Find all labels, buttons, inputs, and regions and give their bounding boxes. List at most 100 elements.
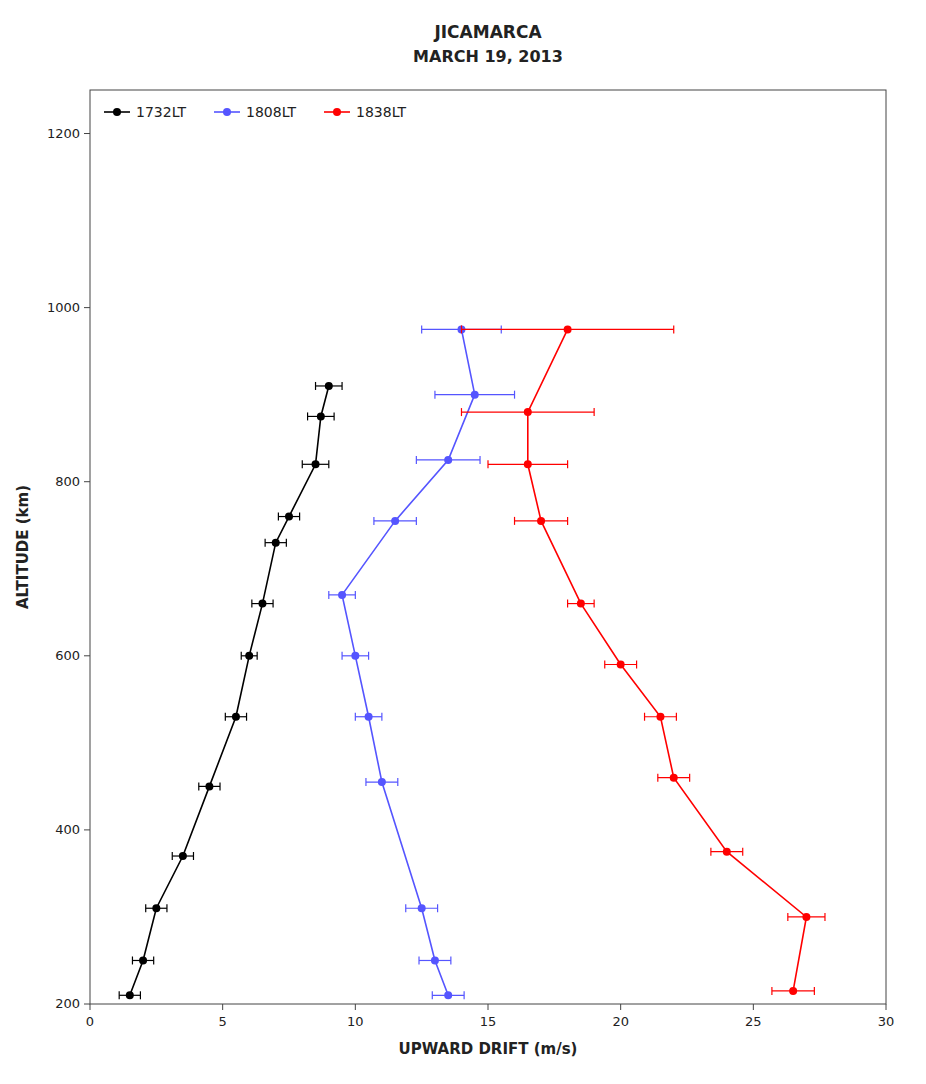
- error-bar-cap: [450, 956, 451, 964]
- y-tick: [84, 1004, 90, 1005]
- point: [391, 517, 399, 525]
- error-bar-cap: [479, 456, 480, 464]
- error-bar: [265, 539, 286, 547]
- error-bar-cap: [824, 913, 825, 921]
- x-tick: [620, 1004, 621, 1010]
- y-tick-label: 1200: [47, 126, 80, 141]
- point: [524, 460, 532, 468]
- error-bar: [146, 904, 167, 912]
- error-bar-cap: [355, 591, 356, 599]
- error-bar: [355, 713, 382, 721]
- x-tick-label: 15: [480, 1014, 497, 1029]
- error-bar-cap: [257, 652, 258, 660]
- error-bar: [225, 713, 246, 721]
- error-bar: [252, 600, 273, 608]
- error-bar: [132, 956, 153, 964]
- error-bar-cap: [405, 904, 406, 912]
- error-bar-cap: [246, 713, 247, 721]
- error-bar-cap: [153, 956, 154, 964]
- error-bar-cap: [241, 652, 242, 660]
- point: [537, 517, 545, 525]
- error-bar: [658, 774, 690, 782]
- error-bar-cap: [265, 539, 266, 547]
- x-tick: [355, 1004, 356, 1010]
- point: [272, 539, 280, 547]
- error-bar: [366, 778, 398, 786]
- error-bar-cap: [381, 713, 382, 721]
- error-bar-cap: [771, 987, 772, 995]
- error-bar-cap: [567, 517, 568, 525]
- error-bar-cap: [341, 652, 342, 660]
- error-bar: [461, 408, 594, 416]
- error-bar-cap: [365, 778, 366, 786]
- error-bar-cap: [787, 913, 788, 921]
- error-bar-cap: [140, 991, 141, 999]
- error-bar: [515, 517, 568, 525]
- point: [656, 713, 664, 721]
- legend-label: 1838LT: [356, 104, 407, 120]
- legend: 1732LT1808LT1838LT: [104, 104, 407, 120]
- y-tick-label: 600: [55, 648, 80, 663]
- subtitle: MARCH 19, 2013: [413, 47, 563, 66]
- point: [789, 987, 797, 995]
- error-bar: [461, 325, 673, 333]
- plot-frame: [90, 90, 886, 1004]
- chart: 05101520253020040060080010001200UPWARD D…: [0, 0, 926, 1084]
- error-bar-cap: [710, 848, 711, 856]
- y-tick: [84, 133, 90, 134]
- error-bar-cap: [421, 325, 422, 333]
- error-bar-cap: [416, 517, 417, 525]
- point: [723, 848, 731, 856]
- series-line: [528, 329, 807, 991]
- point: [139, 956, 147, 964]
- point: [205, 782, 213, 790]
- x-tick: [886, 1004, 887, 1010]
- point: [317, 412, 325, 420]
- error-bar-cap: [434, 391, 435, 399]
- legend-label: 1732LT: [136, 104, 187, 120]
- error-bar: [772, 987, 814, 995]
- y-tick-label: 800: [55, 474, 80, 489]
- error-bar-cap: [432, 991, 433, 999]
- error-bar-cap: [166, 904, 167, 912]
- series-line: [342, 329, 475, 995]
- error-bar-cap: [461, 325, 462, 333]
- error-bar-cap: [368, 652, 369, 660]
- error-bar-cap: [437, 904, 438, 912]
- error-bar-cap: [676, 713, 677, 721]
- error-bar-cap: [673, 325, 674, 333]
- point: [126, 991, 134, 999]
- y-axis-label: ALTITUDE (km): [14, 485, 32, 609]
- error-bar-cap: [418, 956, 419, 964]
- error-bar: [432, 991, 464, 999]
- point: [378, 778, 386, 786]
- x-tick: [222, 1004, 223, 1010]
- point: [564, 325, 572, 333]
- y-tick: [84, 829, 90, 830]
- error-bar-cap: [198, 782, 199, 790]
- error-bar: [241, 652, 257, 660]
- error-bar: [488, 460, 568, 468]
- point: [245, 652, 253, 660]
- error-bar-cap: [341, 382, 342, 390]
- point: [444, 991, 452, 999]
- x-axis-label: UPWARD DRIFT (m/s): [399, 1040, 578, 1058]
- point: [232, 713, 240, 721]
- series-line: [130, 386, 329, 995]
- point: [471, 391, 479, 399]
- error-bar: [568, 600, 595, 608]
- point: [338, 591, 346, 599]
- error-bar-cap: [299, 513, 300, 521]
- error-bar-cap: [219, 782, 220, 790]
- x-tick-label: 0: [86, 1014, 94, 1029]
- error-bar: [406, 904, 438, 912]
- error-bar-cap: [567, 460, 568, 468]
- y-tick-label: 200: [55, 996, 80, 1011]
- y-tick: [84, 655, 90, 656]
- series: [119, 382, 342, 999]
- error-bar-cap: [416, 456, 417, 464]
- error-bar: [435, 391, 515, 399]
- y-tick: [84, 481, 90, 482]
- point: [285, 513, 293, 521]
- point: [179, 852, 187, 860]
